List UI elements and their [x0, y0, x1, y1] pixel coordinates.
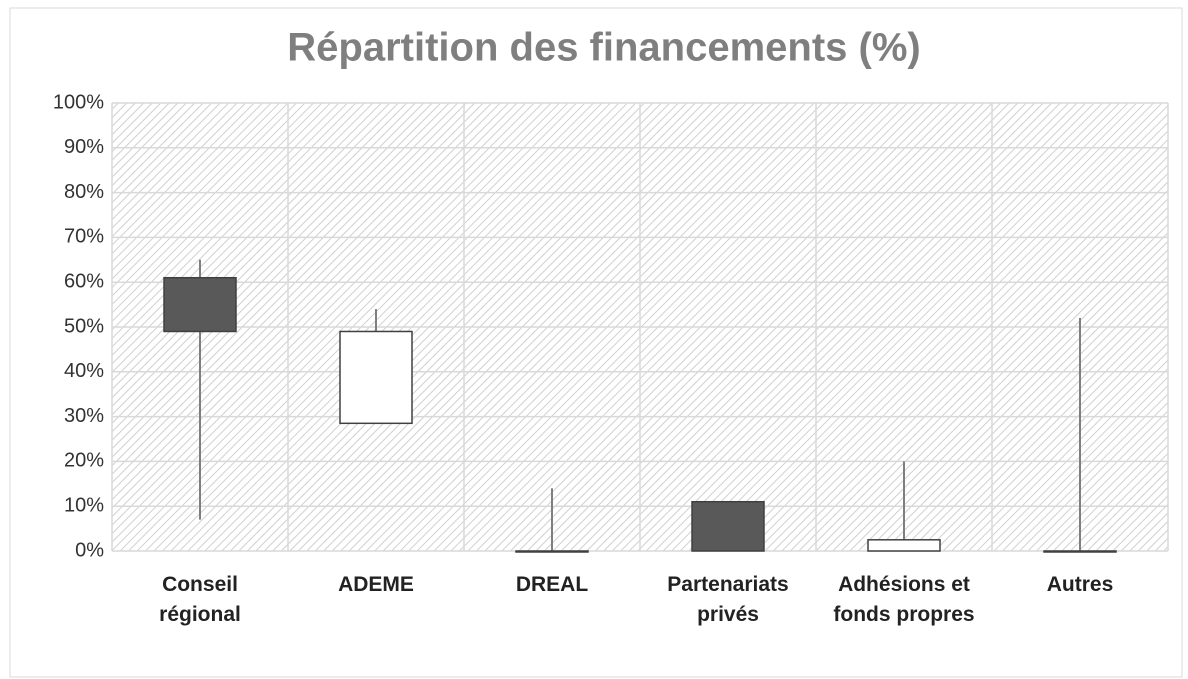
y-tick-label: 40%	[64, 360, 104, 382]
x-tick-label: ADEME	[338, 573, 414, 596]
candle-body	[515, 550, 589, 553]
x-tick-label: Partenariats privés	[667, 573, 789, 626]
candle-body	[691, 500, 765, 552]
y-tick-label: 80%	[64, 181, 104, 203]
candle-body	[163, 276, 237, 333]
candle-body	[1043, 550, 1117, 553]
x-tick-label: Autres	[1046, 573, 1114, 596]
y-tick-label: 20%	[64, 450, 104, 472]
y-tick-label: 10%	[64, 494, 104, 516]
y-tick-label: 50%	[64, 315, 104, 337]
y-tick-label: 100%	[53, 91, 104, 113]
candle-body	[867, 539, 941, 552]
candle-body	[339, 330, 413, 425]
y-tick-label: 70%	[64, 226, 104, 248]
y-tick-label: 90%	[64, 136, 104, 158]
y-tick-label: 30%	[64, 405, 104, 427]
chart-border	[9, 7, 1183, 678]
x-tick-label: DREAL	[515, 573, 589, 596]
chart-title: Répartition des financements (%)	[287, 26, 920, 70]
x-tick-label: Adhésions et fonds propres	[833, 573, 975, 626]
y-tick-label: 0%	[75, 539, 104, 561]
x-tick-label: Conseil régional	[159, 573, 241, 626]
y-tick-label: 60%	[64, 270, 104, 292]
